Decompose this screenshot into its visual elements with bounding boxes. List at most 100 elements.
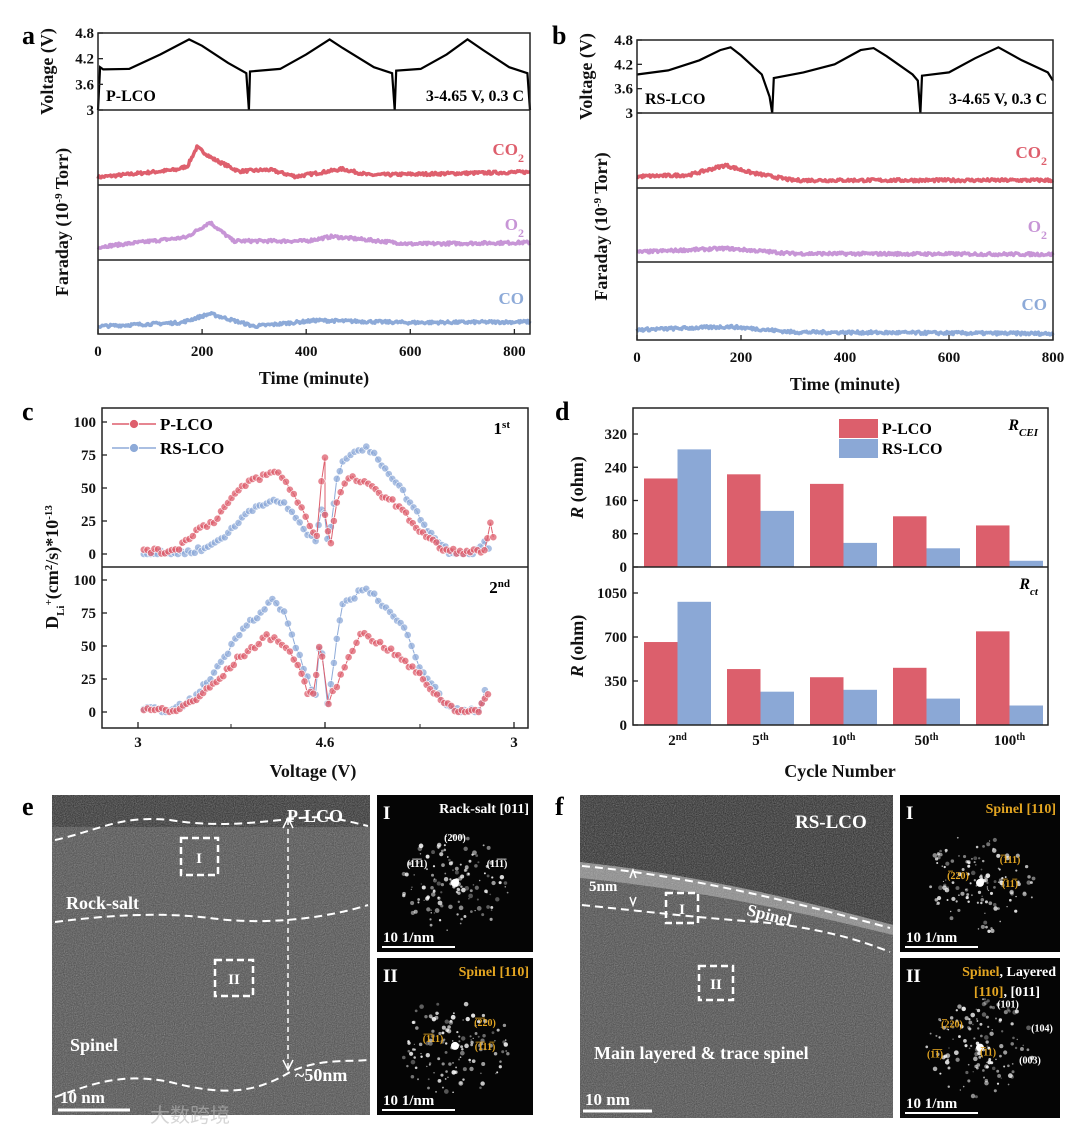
cycle-label: 1st — [494, 419, 511, 438]
x-tick-label: 0 — [94, 344, 102, 360]
voltage-tick-label: 4.8 — [614, 33, 633, 49]
data-point-rs-lco — [374, 455, 383, 464]
diffraction-spot — [1008, 1009, 1011, 1013]
sample-label: P-LCO — [106, 88, 156, 105]
diffraction-spot — [455, 1066, 458, 1069]
diffraction-spot — [414, 1009, 418, 1013]
diffraction-spot — [1015, 895, 1017, 898]
diffraction-spot — [476, 906, 482, 911]
data-point-p-lco — [332, 683, 341, 691]
diffraction-spot — [987, 889, 990, 892]
diffraction-spot — [997, 907, 1000, 910]
fft-scale-label: 10 1/nm — [383, 1093, 435, 1109]
box-label-II: II — [228, 972, 240, 988]
condition-label: 3-4.65 V, 0.3 C — [949, 91, 1047, 108]
diffraction-spot — [460, 1036, 466, 1041]
y-tick-label: 240 — [605, 460, 628, 476]
diffraction-spot — [485, 864, 489, 868]
data-point-rs-lco — [235, 631, 244, 640]
diffraction-spot — [996, 853, 1001, 858]
diffraction-spot — [468, 893, 473, 899]
gas-label-co: CO — [1022, 295, 1048, 314]
diffraction-spot — [440, 849, 444, 853]
tem-sample-label: P-LCO — [287, 806, 343, 826]
diffraction-spot — [430, 912, 432, 914]
diffraction-spot — [506, 891, 509, 894]
diffraction-spot — [955, 1019, 959, 1023]
diffraction-spot — [991, 1005, 996, 1010]
data-point-p-lco — [317, 477, 326, 486]
diffraction-spot — [969, 882, 972, 885]
diffraction-spot — [982, 1069, 985, 1072]
data-point-p-lco — [188, 532, 197, 540]
diffraction-spot — [1001, 1030, 1004, 1033]
diffraction-spot — [464, 1043, 469, 1049]
diffraction-spot — [1026, 880, 1031, 885]
diffraction-spot — [973, 861, 976, 864]
diffraction-spot — [955, 1009, 958, 1012]
data-point-p-lco — [376, 638, 384, 646]
fft-scale-label: 10 1/nm — [383, 930, 435, 946]
diffraction-spot — [437, 900, 443, 906]
y-tick-label: 75 — [81, 448, 96, 464]
legend-marker — [129, 443, 139, 453]
voltage-curve — [636, 46, 1054, 114]
diffraction-spot — [435, 1091, 437, 1093]
data-point-p-lco — [254, 640, 263, 648]
diffraction-spot — [460, 1050, 465, 1056]
gas-trace-co — [97, 311, 532, 330]
data-point-p-lco — [219, 672, 228, 681]
diffraction-spot — [427, 1086, 430, 1090]
y-tick-label: 320 — [605, 427, 628, 443]
diffraction-spot — [489, 860, 494, 865]
bar-rs-lco — [926, 698, 960, 725]
diffraction-spot — [428, 1038, 433, 1043]
data-point-rs-lco — [287, 507, 296, 516]
region-box-II — [213, 958, 255, 998]
x-tick-label: 3 — [134, 735, 142, 751]
box-label-I: I — [679, 902, 685, 918]
sample-label: RS-LCO — [645, 91, 705, 108]
diffraction-spot — [955, 1057, 960, 1062]
diffraction-spot — [1026, 1048, 1030, 1052]
data-point-p-lco — [474, 708, 483, 716]
diffraction-spot — [425, 896, 430, 901]
diffraction-spot — [970, 1093, 976, 1099]
diffraction-spot — [425, 1041, 430, 1046]
diffraction-spot — [450, 1014, 456, 1020]
data-point-rs-lco — [242, 621, 251, 630]
panel-d-resistance-bars: 0 80 160 240 320 RCEI R (ohm) 0 350 700 1050 Rct R (… — [567, 407, 1049, 781]
bar-p-lco — [976, 525, 1010, 567]
diffraction-spot — [943, 888, 946, 891]
y-tick-label: 80 — [612, 527, 627, 543]
data-point-rs-lco — [284, 619, 292, 628]
bar-p-lco — [893, 667, 927, 725]
panel-a-dems-plot: 3 3.6 4.2 4.8 P-LCO 3-4.65 V, 0.3 C CO2 O2 CO 0 20… — [37, 26, 532, 389]
diffraction-spot — [967, 1026, 970, 1029]
diffraction-spot — [456, 913, 459, 916]
data-point-p-lco — [329, 517, 338, 525]
data-point-rs-lco — [399, 485, 407, 494]
fft-background — [900, 795, 1060, 952]
diffraction-spot — [985, 873, 991, 879]
x-tick-label: 200 — [730, 350, 753, 366]
diffraction-spot — [934, 898, 939, 902]
diffraction-spot — [1004, 876, 1007, 878]
diffraction-spot — [445, 835, 447, 837]
diffraction-spot — [959, 1024, 961, 1026]
panel-f-tem: I II RS-LCO 5nm Spinel Main layered & tr… — [580, 795, 893, 1118]
diffraction-spot — [456, 1030, 459, 1034]
diffraction-spot — [980, 901, 983, 905]
diffraction-spot — [446, 929, 448, 931]
gas-label-o2: O2 — [505, 215, 524, 240]
panel-e-tem: I II P-LCO Rock-salt Spinel ~50nm 10 nm — [52, 795, 370, 1115]
diffraction-spot — [999, 1054, 1002, 1058]
data-point-rs-lco — [314, 521, 323, 529]
box-label-I: I — [196, 851, 202, 867]
diffraction-spot — [968, 1047, 971, 1050]
diffraction-spot — [426, 1065, 428, 1068]
diffraction-spot — [984, 876, 986, 878]
diffraction-spot — [1009, 898, 1012, 902]
diffraction-spot — [956, 836, 959, 839]
diffraction-spot — [973, 1056, 978, 1062]
